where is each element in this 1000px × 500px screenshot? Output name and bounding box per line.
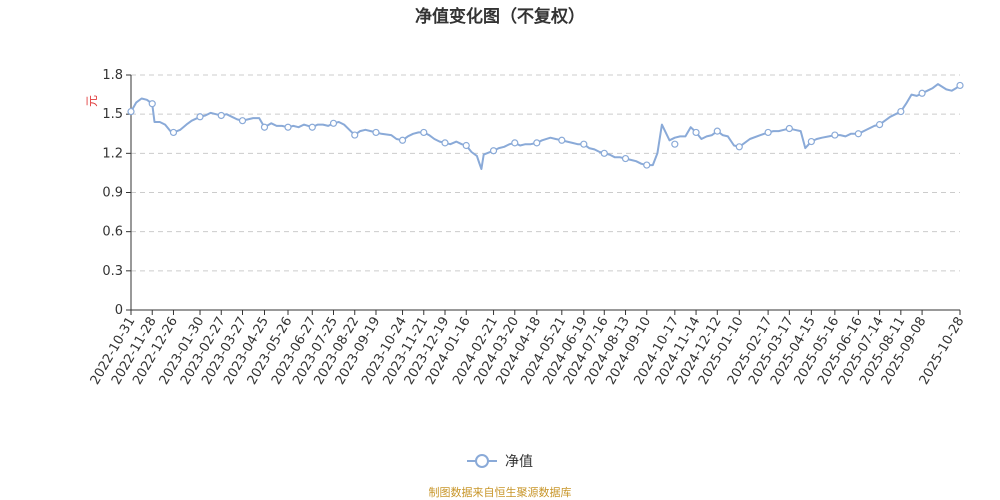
y-tick-label: 0 xyxy=(115,303,123,318)
data-point xyxy=(533,139,541,147)
series-layer xyxy=(127,81,964,170)
y-axis-label: 元 xyxy=(85,95,99,107)
chart-title: 净值变化图（不复权） xyxy=(415,6,585,27)
data-point xyxy=(372,128,380,137)
data-point xyxy=(462,141,470,150)
data-point xyxy=(284,123,292,131)
series-line xyxy=(130,83,961,170)
data-point xyxy=(671,140,679,148)
x-tick-labels: 2022-10-312022-11-282022-12-262023-01-30… xyxy=(88,315,968,388)
data-point xyxy=(351,131,359,139)
source-note: 制图数据来自恒生聚源数据库 xyxy=(429,485,572,499)
data-point xyxy=(420,128,428,137)
data-point xyxy=(956,81,964,90)
data-point xyxy=(169,128,178,137)
data-point xyxy=(511,139,519,147)
data-point xyxy=(854,130,862,138)
data-point xyxy=(238,117,247,125)
data-point xyxy=(897,107,905,116)
data-point xyxy=(735,143,743,151)
data-point xyxy=(831,131,839,139)
y-tick-label: 0.6 xyxy=(102,225,123,240)
data-point xyxy=(127,107,135,116)
data-point xyxy=(260,123,269,131)
data-point xyxy=(807,137,815,146)
y-tick-label: 1.5 xyxy=(102,107,123,122)
data-point xyxy=(918,89,926,97)
data-point xyxy=(196,113,204,121)
data-point xyxy=(580,140,588,148)
legend-label: 净值 xyxy=(505,454,533,470)
grid-lines xyxy=(131,74,960,272)
axes xyxy=(126,74,961,315)
data-point xyxy=(329,119,338,127)
y-tick-label: 0.3 xyxy=(102,264,123,279)
data-point xyxy=(398,136,407,144)
y-tick-label: 1.2 xyxy=(102,146,123,161)
data-point xyxy=(148,100,156,108)
data-point xyxy=(217,111,225,120)
data-point xyxy=(643,161,651,169)
data-point xyxy=(713,127,721,135)
data-point xyxy=(785,124,793,133)
data-point xyxy=(489,147,498,155)
data-point xyxy=(621,154,630,163)
legend[interactable]: 净值 xyxy=(467,454,533,470)
y-tick-label: 1.8 xyxy=(102,68,123,83)
data-point xyxy=(558,136,566,144)
data-point xyxy=(764,128,772,137)
y-tick-labels: 0 0.3 0.6 0.9 1.2 1.5 1.8 xyxy=(102,68,123,318)
data-point xyxy=(308,123,316,131)
data-point xyxy=(876,121,884,129)
data-point xyxy=(600,149,608,157)
legend-marker-icon xyxy=(475,454,489,468)
data-point xyxy=(692,128,700,137)
data-point xyxy=(441,139,449,147)
y-tick-label: 0.9 xyxy=(102,186,123,201)
